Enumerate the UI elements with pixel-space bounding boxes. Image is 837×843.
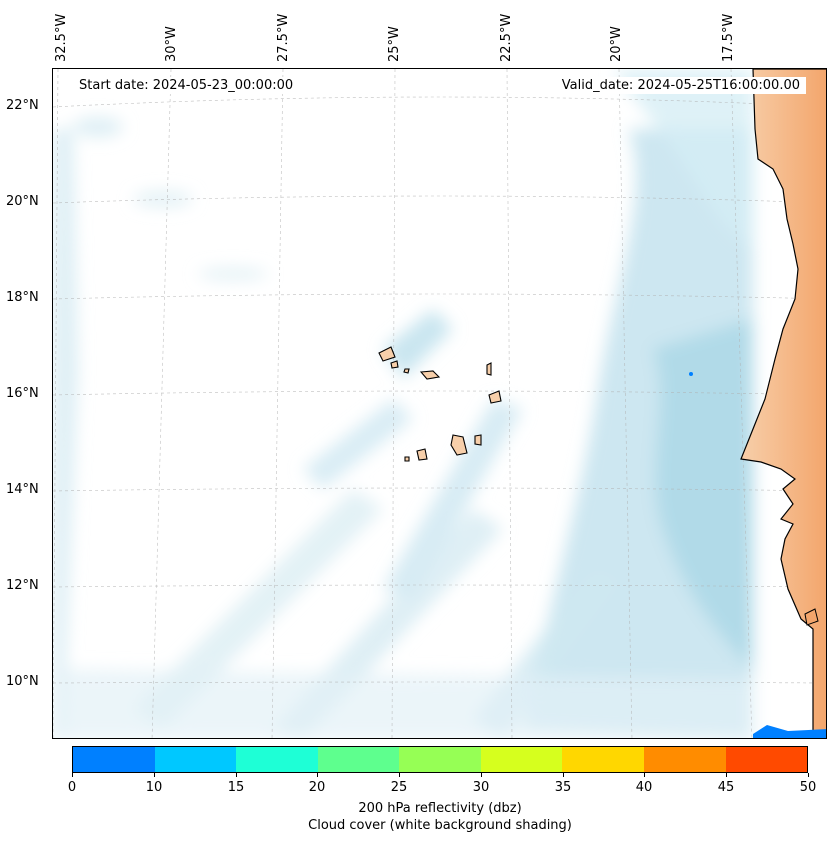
lat-label-22n: 22°N (6, 98, 39, 113)
cloud-patch-mid (198, 268, 268, 280)
lon-label-25w: 25°W (387, 26, 402, 62)
cloud-patch-nw (73, 117, 123, 137)
colorbar-tick (154, 773, 155, 777)
colorbar-segment (317, 747, 400, 772)
colorbar-label-reflectivity: 200 hPa reflectivity (dbz) (358, 801, 522, 816)
island-santa-luzia (403, 368, 410, 374)
lon-label-20w: 20°W (609, 26, 624, 62)
map-canvas (53, 69, 826, 738)
cloud-streak-1 (383, 309, 453, 379)
colorbar-segment (562, 747, 644, 772)
lat-label-12n: 12°N (6, 578, 39, 593)
island-santo-antao (378, 346, 396, 362)
colorbar-tick-label: 50 (799, 780, 817, 795)
colorbar-tick-label: 10 (145, 780, 163, 795)
colorbar-tick-label: 35 (554, 780, 572, 795)
cloud-cover (53, 69, 753, 738)
island-maio (474, 434, 482, 446)
colorbar-tick (808, 773, 809, 777)
africa-landmass (740, 69, 826, 738)
island-boa-vista (488, 390, 502, 404)
lon-label-32-5w: 32.5°W (54, 13, 69, 62)
cloud-band-north (613, 69, 753, 249)
cloud-streak-4 (133, 489, 383, 729)
island-sal (486, 362, 492, 376)
bijagos-islands (804, 608, 819, 626)
lon-label-30w: 30°W (164, 26, 179, 62)
reflectivity-echo-small (689, 372, 693, 376)
colorbar-tick-label: 40 (635, 780, 653, 795)
colorbar-tick (399, 773, 400, 777)
cloud-streak-2 (303, 399, 413, 489)
cloud-south-band (53, 669, 753, 738)
colorbar-label-cloud-cover: Cloud cover (white background shading) (308, 818, 572, 833)
map-frame[interactable]: Start date: 2024-05-23_00:00:00 Valid_da… (52, 68, 827, 739)
start-date-label: Start date: 2024-05-23_00:00:00 (73, 77, 300, 94)
cape-verde-islands (378, 346, 502, 462)
colorbar-tick (317, 773, 318, 777)
colorbar-segment (236, 747, 318, 772)
lon-label-27-5w: 27.5°W (276, 13, 291, 62)
colorbar-tick (644, 773, 645, 777)
colorbar-tick-label: 20 (308, 780, 326, 795)
colorbar-tick (481, 773, 482, 777)
valid-date-label: Valid_date: 2024-05-25T16:00:00.00 (555, 77, 806, 94)
lat-label-16n: 16°N (6, 386, 39, 401)
colorbar-tick (726, 773, 727, 777)
reflectivity-echo-southeast (753, 725, 826, 738)
colorbar-segment (399, 747, 481, 772)
lon-label-22-5w: 22.5°W (499, 13, 514, 62)
island-sao-vicente (390, 360, 399, 369)
colorbar-segment (725, 747, 808, 772)
colorbar-segment (643, 747, 726, 772)
colorbar-segment (73, 747, 155, 772)
cloud-streak-3 (383, 399, 523, 599)
colorbar-tick (563, 773, 564, 777)
island-santiago (450, 434, 468, 456)
colorbar-segment (480, 747, 563, 772)
lat-label-10n: 10°N (6, 674, 39, 689)
cloud-patch-n (133, 191, 193, 207)
gridlines (53, 69, 826, 738)
lon-label-17-5w: 17.5°W (721, 13, 736, 62)
lat-label-20n: 20°N (6, 194, 39, 209)
colorbar-tick-label: 30 (472, 780, 490, 795)
island-fogo (416, 448, 428, 461)
cloud-band-east-core (653, 319, 753, 669)
lat-label-14n: 14°N (6, 482, 39, 497)
island-sao-nicolau (419, 370, 441, 380)
reflectivity-echoes (689, 372, 826, 738)
colorbar-tick-label: 25 (390, 780, 408, 795)
colorbar-tick-label: 45 (717, 780, 735, 795)
cloud-west-edge (53, 129, 78, 738)
colorbar-tick-label: 15 (227, 780, 245, 795)
lat-label-18n: 18°N (6, 290, 39, 305)
colorbar (72, 746, 808, 773)
colorbar-tick-label: 0 (67, 780, 77, 795)
colorbar-tick (236, 773, 237, 777)
colorbar-segment (154, 747, 237, 772)
island-brava (404, 456, 410, 462)
colorbar-tick (72, 773, 73, 777)
